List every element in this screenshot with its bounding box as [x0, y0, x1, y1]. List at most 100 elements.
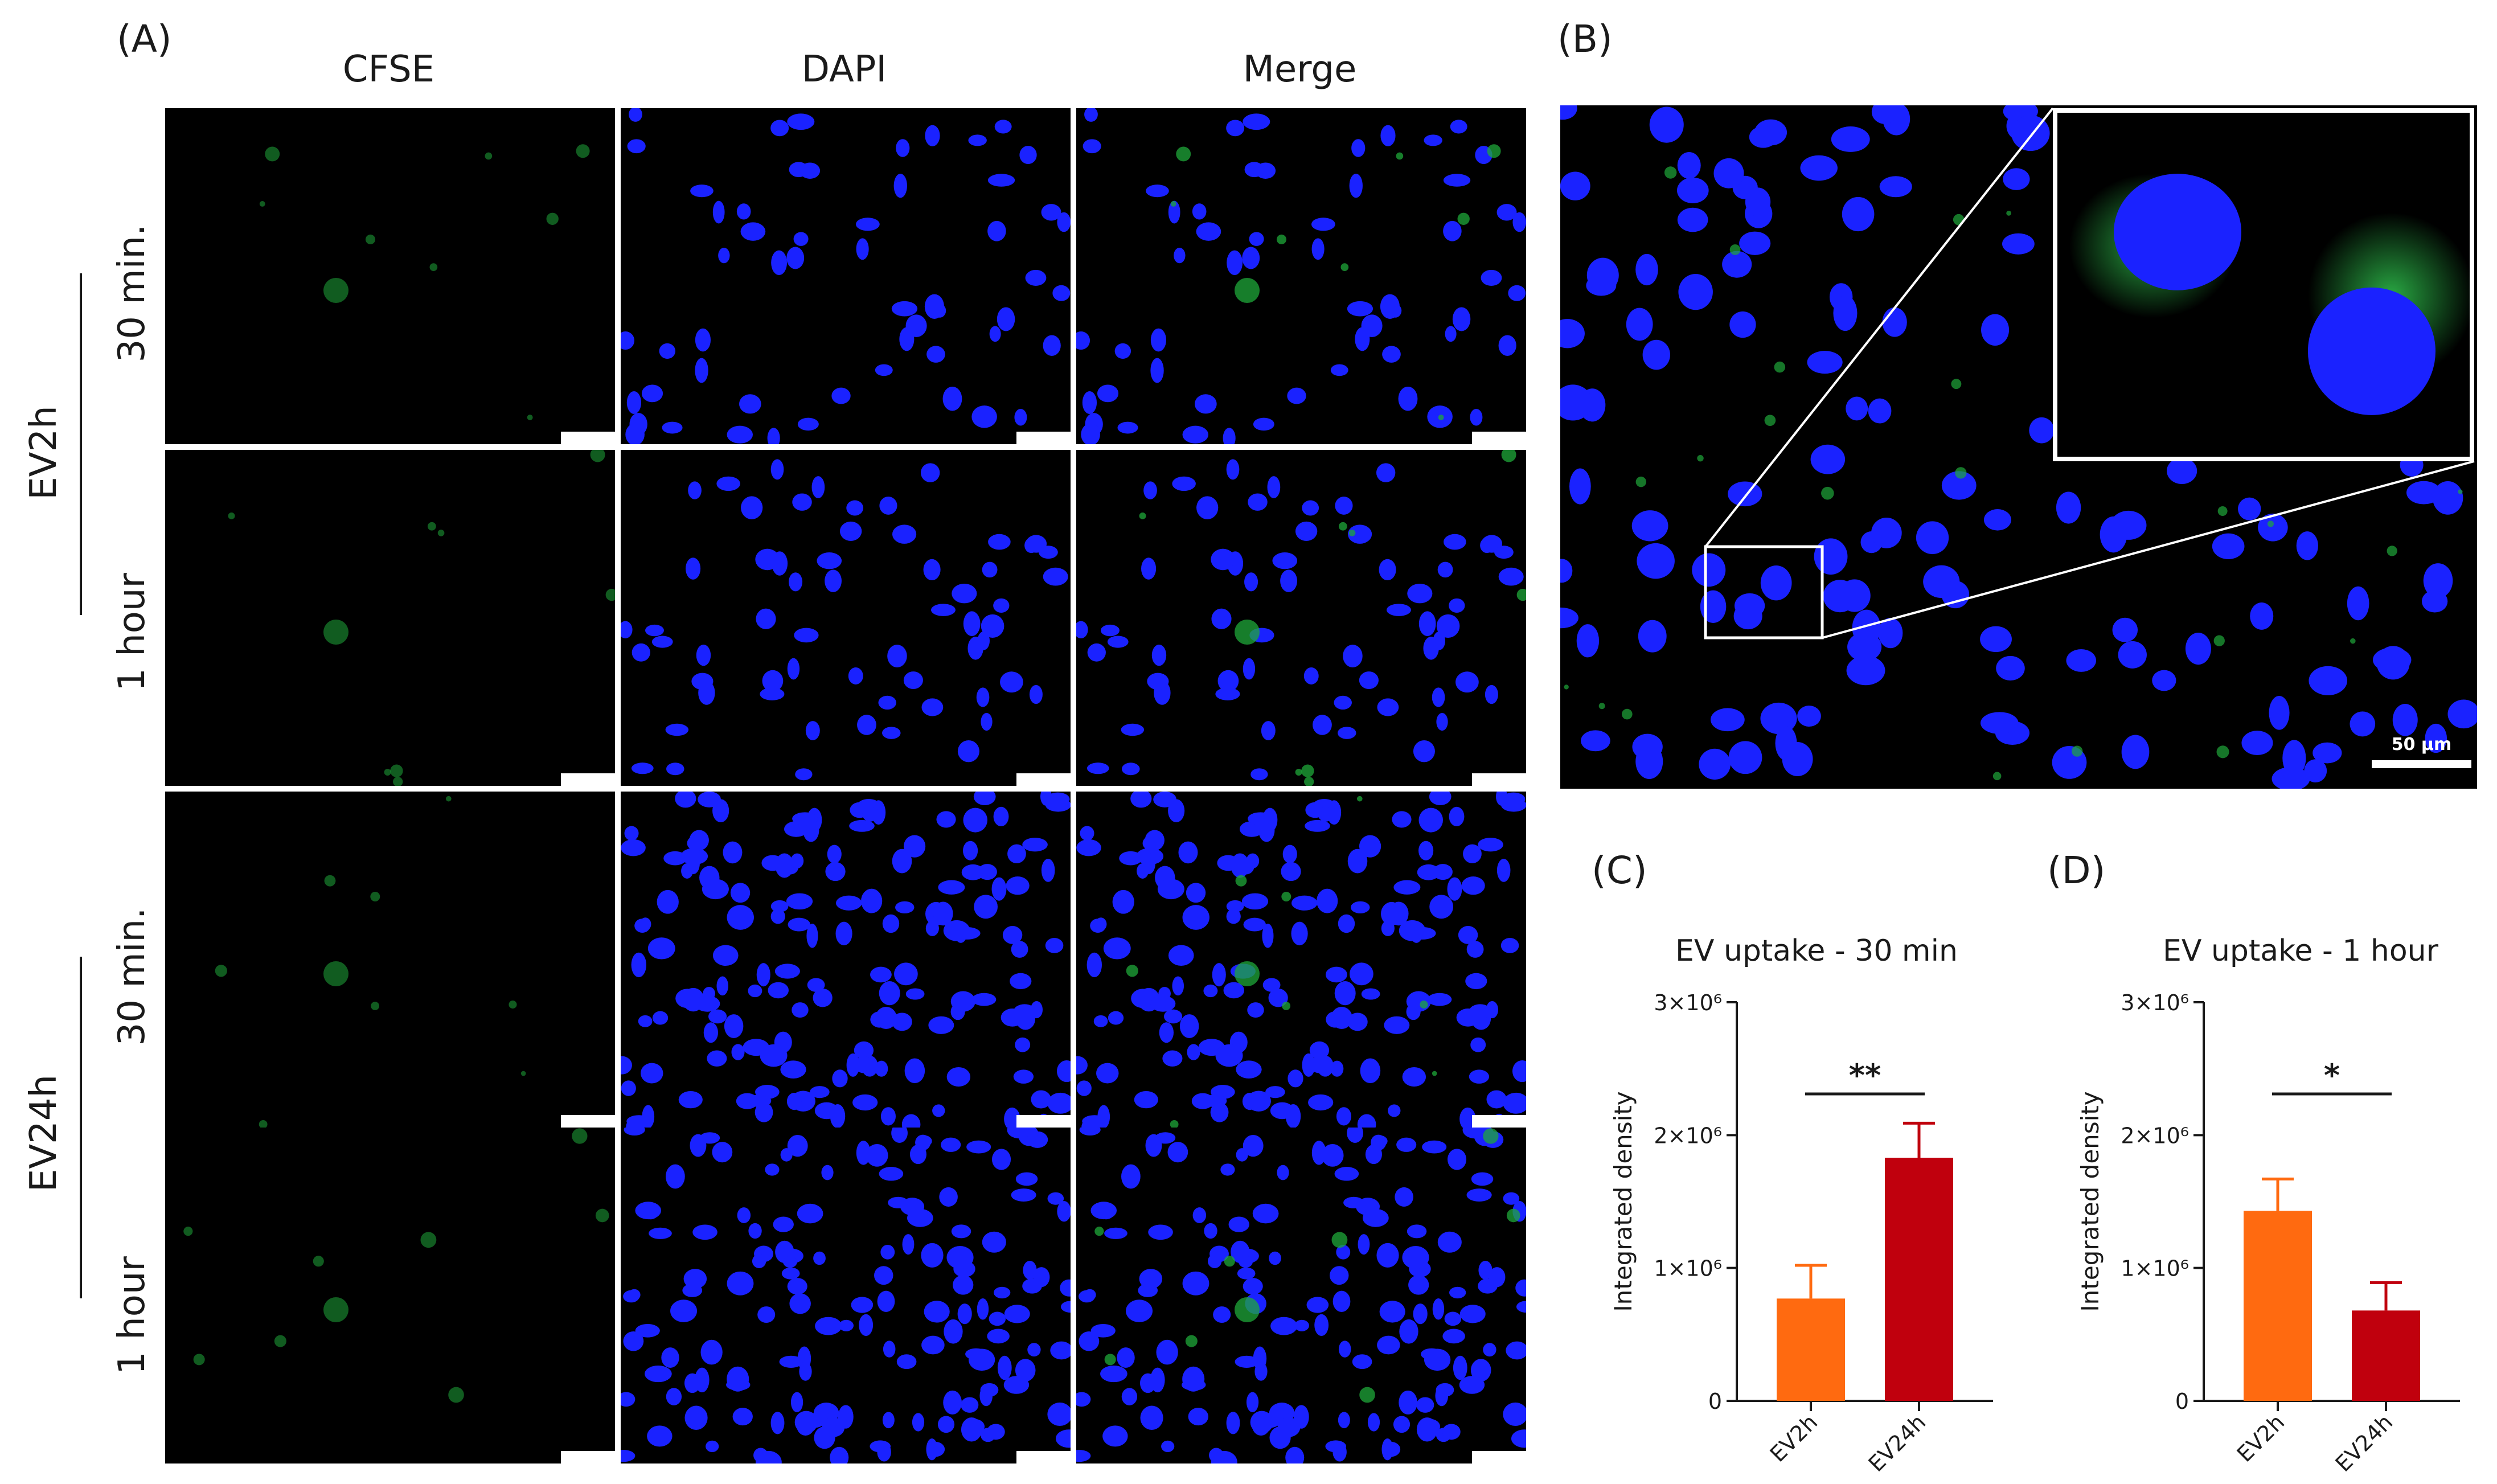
nucleus [716, 476, 740, 491]
nucleus [1800, 155, 1838, 181]
nucleus [1461, 876, 1485, 895]
nucleus [1560, 384, 1593, 421]
column-header-cfse: CFSE [342, 48, 435, 91]
nucleus [783, 1256, 797, 1268]
nucleus [1121, 1388, 1138, 1405]
nucleus [1237, 1267, 1256, 1280]
nucleus [1277, 1165, 1289, 1180]
nucleus [1121, 1164, 1141, 1189]
nucleus [1498, 335, 1516, 356]
x-tick-label: EV24h [2331, 1409, 2398, 1477]
nucleus [647, 1425, 673, 1447]
nucleus [854, 1056, 874, 1073]
nucleus [1418, 841, 1434, 860]
nucleus [1749, 126, 1777, 148]
nucleus [892, 848, 912, 874]
nucleus [2118, 641, 2147, 669]
nucleus [1739, 231, 1771, 255]
nucleus [730, 883, 751, 903]
nucleus [1377, 1335, 1400, 1355]
nucleus [937, 1416, 955, 1433]
nucleus [1145, 1134, 1162, 1157]
cfse-spot [2350, 638, 2356, 644]
nucleus [1338, 727, 1356, 739]
nucleus [2304, 759, 2327, 782]
nucleus [1381, 920, 1395, 936]
nucleus [1178, 841, 1198, 864]
nucleus [854, 1041, 874, 1060]
nucleus [1195, 394, 1217, 414]
nucleus [1041, 204, 1061, 221]
nucleus [1285, 1446, 1305, 1463]
nucleus [1418, 807, 1444, 833]
scale-bar [2372, 760, 2471, 768]
cfse-spot [1457, 212, 1470, 225]
nucleus [1569, 468, 1591, 505]
nucleus [892, 524, 917, 544]
nucleus [635, 1323, 660, 1338]
nucleus [625, 423, 645, 444]
nucleus [1330, 1266, 1349, 1285]
nucleus [1076, 1080, 1092, 1096]
nucleus [1004, 1107, 1020, 1128]
nucleus [1265, 1086, 1285, 1098]
nucleus [779, 1355, 803, 1368]
nucleus [1729, 311, 1756, 338]
cfse-spot [1951, 379, 1962, 390]
nucleus [1228, 1216, 1249, 1232]
nucleus [621, 1056, 632, 1075]
nucleus [1983, 509, 2011, 531]
nucleus [1161, 1440, 1175, 1452]
significance-marker: * [2324, 1057, 2340, 1093]
nucleus [1079, 1290, 1095, 1303]
nucleus [901, 1114, 921, 1128]
nucleus [786, 1092, 802, 1110]
y-tick-label: 2×10⁶ [2121, 1123, 2189, 1148]
cfse-spot [1821, 486, 1834, 500]
nucleus [1347, 301, 1373, 317]
cfse-spot [1139, 512, 1146, 519]
nucleus [727, 905, 754, 930]
nucleus [665, 723, 689, 736]
nucleus [1163, 1009, 1183, 1024]
nucleus [882, 914, 900, 933]
nucleus [1360, 1058, 1381, 1084]
cfse-spot [323, 278, 348, 303]
nucleus [891, 1128, 908, 1143]
nucleus [624, 1128, 645, 1136]
nucleus [1334, 1167, 1359, 1181]
nucleus [1119, 851, 1142, 866]
nucleus [1076, 1056, 1088, 1075]
cfse-spot [2458, 489, 2463, 494]
nucleus [670, 1299, 698, 1322]
nucleus [666, 1164, 685, 1189]
nucleus [1045, 792, 1070, 806]
y-tick-label: 1×10⁶ [1654, 1256, 1722, 1281]
nucleus [1386, 604, 1411, 616]
nucleus [2241, 731, 2273, 755]
nucleus [1424, 134, 1442, 146]
nucleus [1501, 792, 1526, 806]
panel-label-a: (A) [117, 17, 172, 61]
nucleus [1140, 1405, 1163, 1430]
nucleus [971, 405, 997, 428]
nucleus [621, 839, 646, 856]
nucleus [1187, 1044, 1200, 1060]
nucleus [712, 1142, 733, 1163]
nucleus [1291, 895, 1318, 911]
nucleus [1024, 538, 1039, 554]
nucleus [987, 1329, 1010, 1344]
cfse-spot [1331, 1232, 1348, 1248]
nucleus [926, 1441, 945, 1457]
nucleus [1268, 988, 1288, 1007]
cfse-spot [2267, 520, 2274, 527]
nucleus [1192, 203, 1207, 220]
nucleus [1211, 608, 1232, 629]
nucleus [1343, 645, 1363, 668]
nucleus [870, 966, 892, 983]
nucleus [1331, 1007, 1352, 1029]
nucleus [1000, 671, 1023, 693]
panel-scale-bar [561, 432, 615, 444]
nucleus [1447, 1149, 1467, 1170]
cfse-spot [1992, 772, 2002, 781]
